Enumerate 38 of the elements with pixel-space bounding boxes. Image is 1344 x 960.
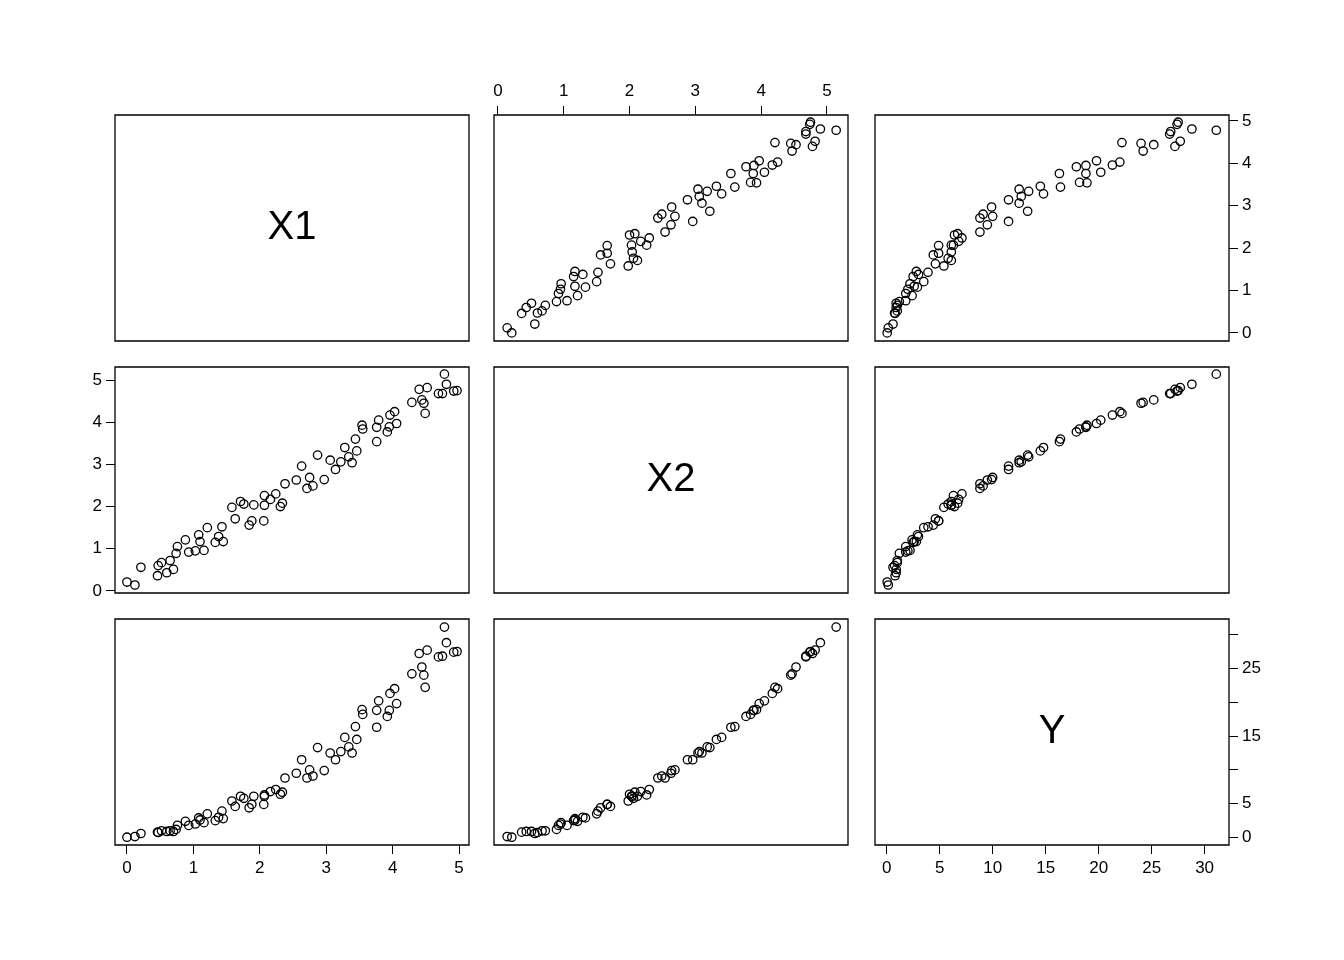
text: Y xyxy=(1038,707,1066,752)
x-tick-label: 20 xyxy=(1089,857,1109,877)
x-tick-label: 0 xyxy=(493,81,503,101)
x-tick-label: 0 xyxy=(122,857,132,877)
x-tick-label: 5 xyxy=(822,81,832,101)
y-tick-label: 5 xyxy=(1242,110,1252,130)
x-tick-label: 1 xyxy=(559,81,569,101)
y-tick-label: 0 xyxy=(1242,322,1252,342)
x-tick-label: 15 xyxy=(1036,857,1056,877)
y-tick-label: 3 xyxy=(92,454,102,474)
x-tick-label: 10 xyxy=(983,857,1003,877)
x-tick-label: 3 xyxy=(321,857,331,877)
y-tick-label: 3 xyxy=(1242,195,1252,215)
y-tick-label: 25 xyxy=(1242,658,1261,678)
y-tick-label: 0 xyxy=(1242,827,1252,847)
y-tick-label: 1 xyxy=(1242,280,1252,300)
y-tick-label: 2 xyxy=(1242,237,1252,257)
y-tick-label: 4 xyxy=(92,411,102,431)
x-tick-label: 2 xyxy=(255,857,265,877)
y-tick-label: 0 xyxy=(92,580,102,600)
x-tick-label: 1 xyxy=(188,857,199,877)
y-tick-label: 4 xyxy=(1242,153,1252,173)
text: X2 xyxy=(646,455,696,500)
x-tick-label: 25 xyxy=(1142,857,1162,877)
x-tick-label: 5 xyxy=(454,857,464,877)
x-tick-label: 4 xyxy=(387,857,398,877)
x-tick-label: 30 xyxy=(1195,857,1215,877)
y-tick-label: 5 xyxy=(1242,793,1252,813)
x-tick-label: 5 xyxy=(934,857,945,877)
y-tick-label: 5 xyxy=(92,369,102,389)
x-tick-label: 2 xyxy=(624,81,635,101)
text: X1 xyxy=(267,203,317,248)
x-tick-label: 4 xyxy=(756,81,766,101)
y-tick-label: 15 xyxy=(1242,725,1261,745)
y-tick-label: 1 xyxy=(92,538,102,558)
x-tick-label: 3 xyxy=(690,81,701,101)
y-tick-label: 2 xyxy=(92,496,102,516)
x-tick-label: 0 xyxy=(881,857,892,877)
